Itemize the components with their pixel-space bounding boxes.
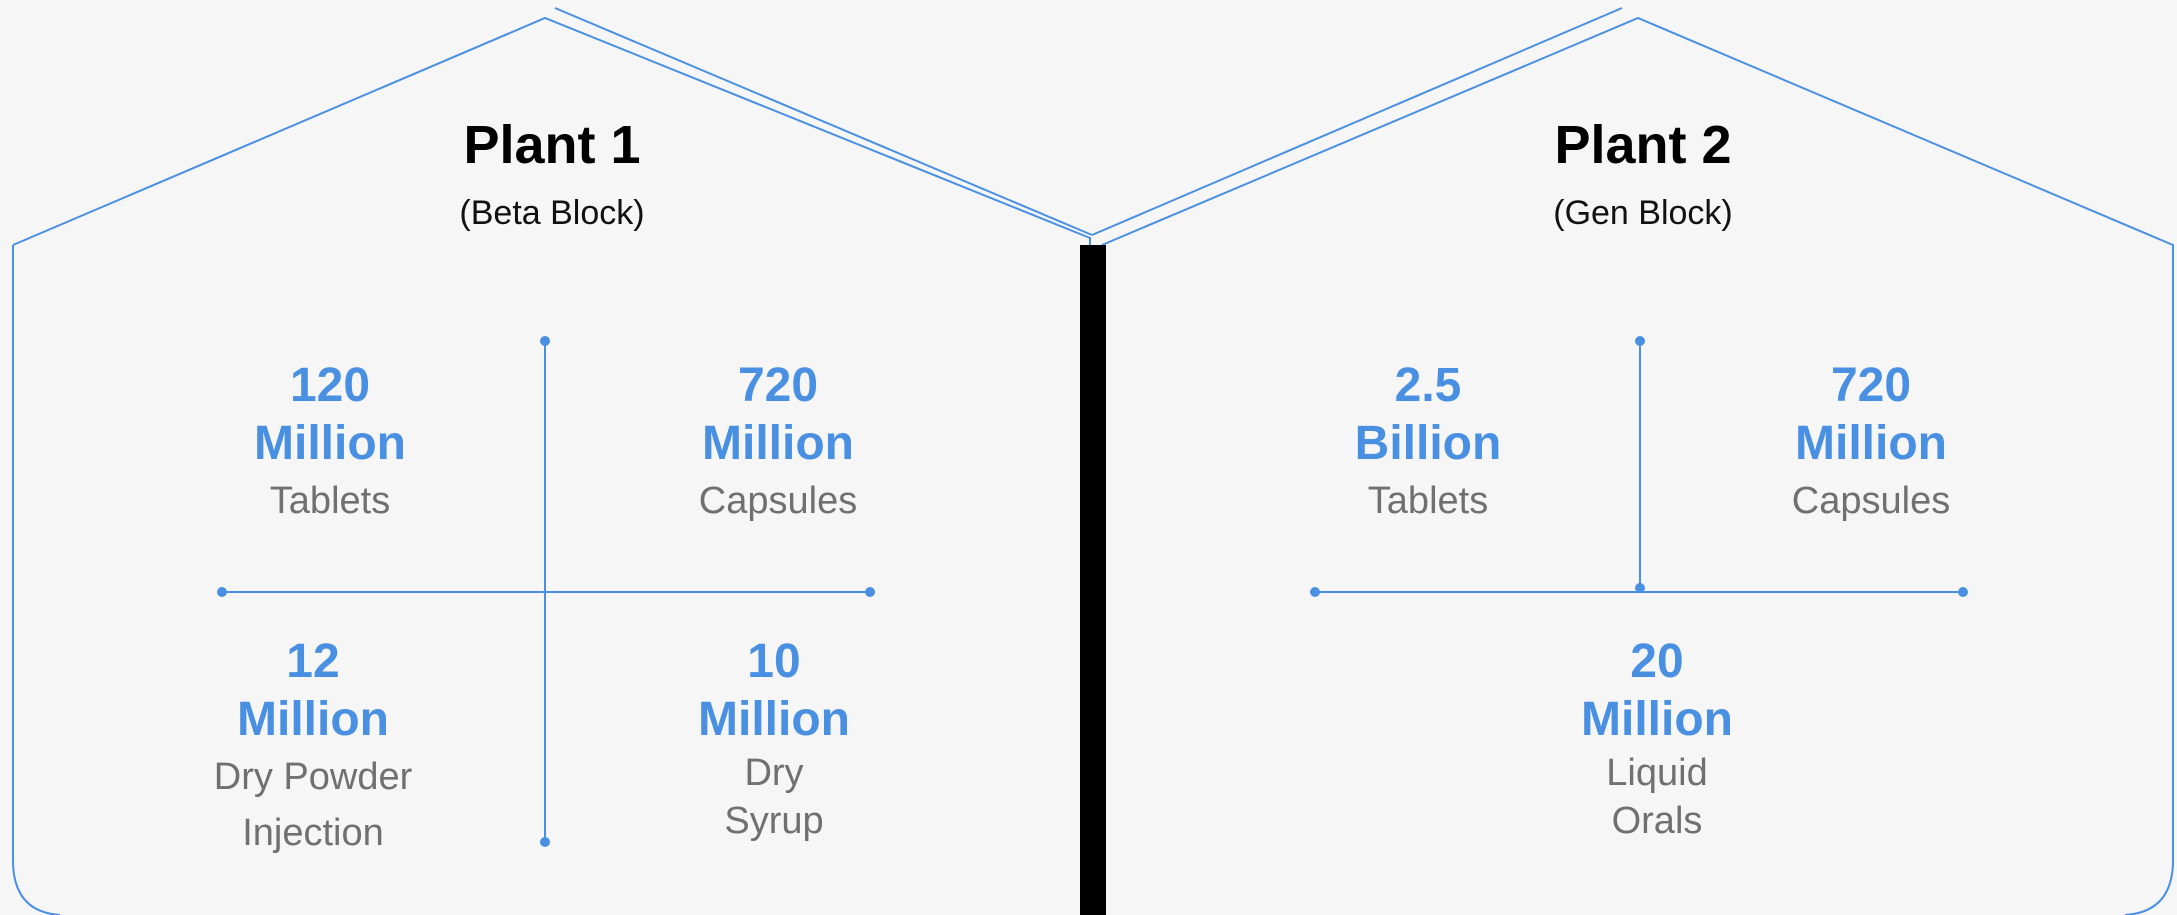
stat-number: 10 — [747, 635, 801, 688]
stat-unit: Million — [698, 693, 850, 746]
stat-label-line: Liquid — [1606, 752, 1708, 794]
stat-number: 2.5 — [1394, 359, 1462, 412]
plant-2-title: Plant 2 — [1554, 115, 1732, 175]
stat-label: Capsules — [698, 480, 858, 522]
stat-label: Capsules — [1791, 480, 1951, 522]
plant-2-dot-left — [1310, 587, 1320, 597]
roof-inner-line-2 — [1091, 7, 1623, 236]
plant-1-title: Plant 1 — [463, 115, 641, 175]
stat-unit: Million — [254, 417, 406, 470]
plant-1-capsules-stat: 720 Million Capsules — [699, 357, 857, 529]
plant-2-capsules-stat: 720 Million Capsules — [1792, 357, 1950, 529]
stat-unit: Million — [1795, 417, 1947, 470]
plant-1-dry-syrup-stat: 10 Million Dry Syrup — [698, 633, 850, 845]
stat-number: 720 — [737, 359, 819, 412]
stat-label-line: Dry — [744, 752, 804, 794]
stat-number: 12 — [286, 635, 340, 688]
plant-2-subtitle: (Gen Block) — [1553, 194, 1733, 232]
plant-1-dry-powder-injection-stat: 12 Million Dry Powder Injection — [214, 633, 413, 861]
plant-2-dot-right — [1958, 587, 1968, 597]
stat-label-line: Orals — [1611, 800, 1703, 842]
plant-2-dot-top — [1635, 336, 1645, 346]
stat-unit: Million — [237, 693, 389, 746]
plant-1-dot-top — [540, 336, 550, 346]
plant-1-tablets-stat: 120 Million Tablets — [254, 357, 406, 529]
stat-label-line: Dry Powder — [213, 756, 413, 798]
center-divider — [1080, 245, 1106, 915]
stat-unit: Billion — [1354, 417, 1502, 470]
stat-unit: Million — [702, 417, 854, 470]
plant-1-subtitle: (Beta Block) — [459, 194, 645, 232]
plant-2-dot-junction — [1635, 583, 1645, 593]
plant-1-dot-left — [217, 587, 227, 597]
plant-2-outline — [1101, 16, 2174, 915]
stat-number: 720 — [1830, 359, 1912, 412]
plant-2-tablets-stat: 2.5 Billion Tablets — [1355, 357, 1502, 529]
stat-number: 120 — [289, 359, 371, 412]
stat-unit: Million — [1581, 693, 1733, 746]
stat-number: 20 — [1630, 635, 1684, 688]
plant-1-dot-bottom — [540, 837, 550, 847]
stat-label: Tablets — [269, 480, 391, 522]
stat-label: Tablets — [1367, 480, 1489, 522]
stat-label-line: Injection — [242, 812, 384, 854]
plant-2-liquid-orals-stat: 20 Million Liquid Orals — [1581, 633, 1733, 845]
stat-label-line: Syrup — [724, 800, 824, 842]
plant-1-dot-right — [865, 587, 875, 597]
roof-inner-line-1 — [554, 7, 1093, 236]
